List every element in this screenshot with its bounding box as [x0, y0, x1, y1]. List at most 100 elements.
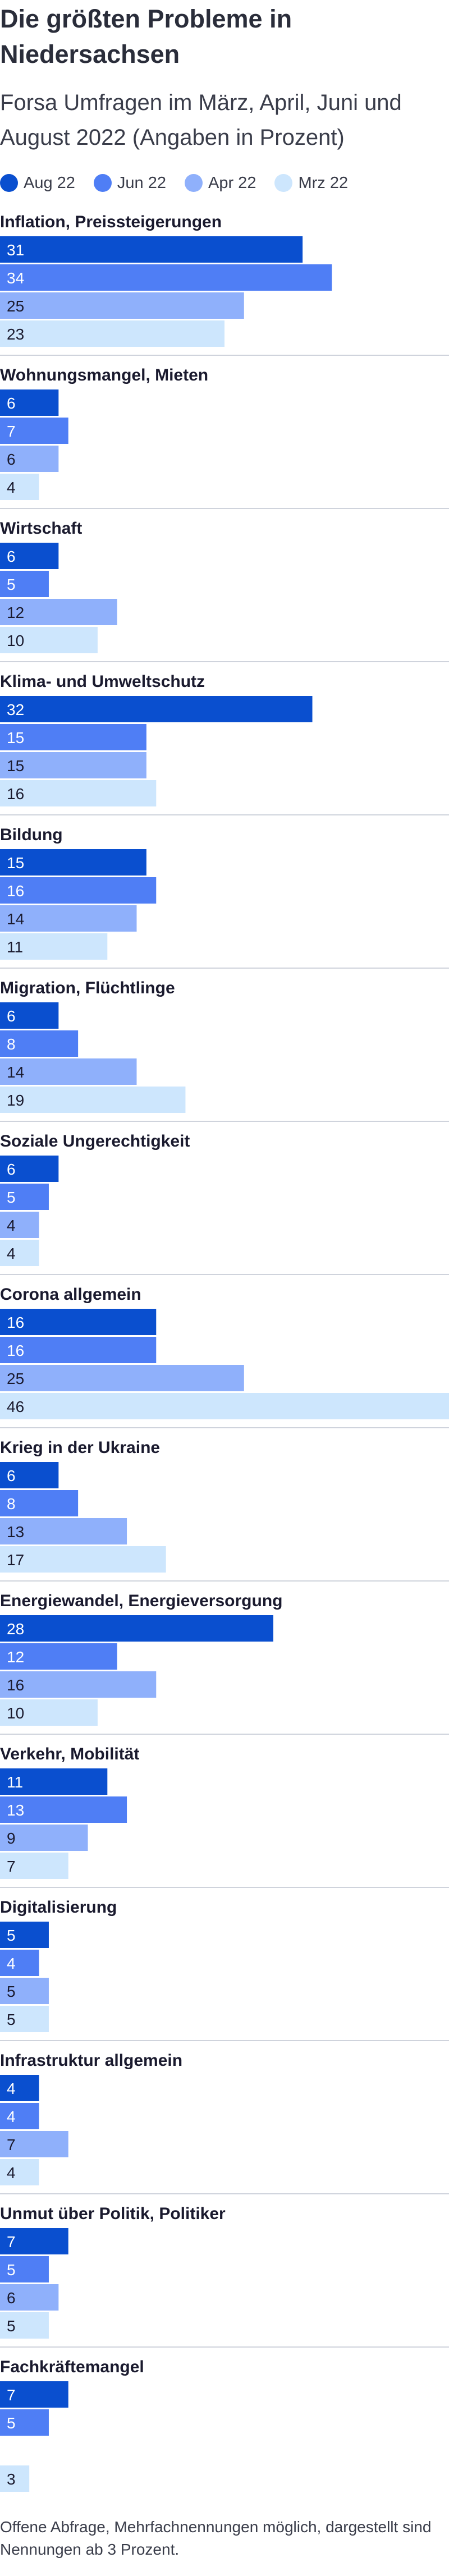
- bar: [0, 1978, 49, 2004]
- bar: [0, 1922, 49, 1948]
- bar-value-label: 13: [7, 1802, 24, 1819]
- legend: Aug 22 Jun 22 Apr 22 Mrz 22: [0, 172, 366, 194]
- category-label: Fachkräftemangel: [0, 2358, 144, 2376]
- category-label: Verkehr, Mobilität: [0, 1745, 139, 1763]
- bar-value-label: 3: [7, 2470, 16, 2488]
- bar: [0, 1546, 166, 1573]
- bar: [0, 1615, 273, 1642]
- bar: [0, 1462, 59, 1488]
- bar: [0, 627, 98, 653]
- bar-value-label: 9: [7, 1830, 16, 1847]
- bar-value-label: 12: [7, 604, 24, 621]
- bar-value-label: 5: [7, 2414, 16, 2432]
- bar: [0, 724, 146, 750]
- bar: [0, 1030, 79, 1057]
- bar: [0, 905, 137, 932]
- bar-value-label: 4: [7, 1955, 16, 1972]
- category-label: Unmut über Politik, Politiker: [0, 2204, 226, 2223]
- bar: [0, 1309, 157, 1335]
- bar: [0, 320, 224, 347]
- bar-value-label: 46: [7, 1398, 24, 1415]
- bar: [0, 1087, 186, 1113]
- bar: [0, 236, 303, 263]
- bar-value-label: 32: [7, 701, 24, 718]
- bar-value-label: 15: [7, 729, 24, 746]
- bar-value-label: 14: [7, 910, 24, 928]
- category-label: Migration, Flüchtlinge: [0, 979, 175, 997]
- bar: [0, 696, 313, 722]
- bar: [0, 1156, 59, 1182]
- bar-value-label: 10: [7, 632, 24, 649]
- bar: [0, 752, 146, 778]
- bar-value-label: 4: [7, 2080, 16, 2097]
- bar-value-label: 7: [7, 1858, 16, 1875]
- bar-value-label: 13: [7, 1523, 24, 1541]
- legend-label-aug22: Aug 22: [24, 173, 75, 192]
- bar-value-label: 11: [7, 1773, 23, 1791]
- bar: [0, 2131, 68, 2157]
- bar: [0, 599, 117, 625]
- bar: [0, 264, 332, 291]
- bar-value-label: 31: [7, 241, 24, 259]
- legend-item-mrz22: Mrz 22: [274, 174, 348, 192]
- legend-item-apr22: Apr 22: [185, 174, 256, 192]
- bar: [0, 474, 39, 500]
- bar: [0, 2006, 49, 2032]
- bar: [0, 389, 59, 416]
- legend-item-jun22: Jun 22: [93, 173, 166, 192]
- bar-value-label: 8: [7, 1035, 16, 1053]
- bar-value-label: 7: [7, 423, 16, 440]
- bar: [0, 2228, 68, 2254]
- bar: [0, 2381, 68, 2408]
- category-label: Krieg in der Ukraine: [0, 1438, 160, 1457]
- bar: [0, 1643, 117, 1670]
- bar-value-label: 7: [7, 2136, 16, 2153]
- bar-value-label: 6: [7, 451, 16, 468]
- bar-value-label: 17: [7, 1551, 24, 1569]
- bar-value-label: 23: [7, 326, 24, 343]
- bar: [0, 2284, 59, 2311]
- bar-value-label: 4: [7, 479, 16, 496]
- category-label: Wirtschaft: [0, 519, 82, 538]
- bar-value-label: 15: [7, 854, 24, 872]
- chart-subtitle: Forsa Umfragen im März, April, Juni und …: [0, 90, 402, 150]
- bar: [0, 543, 59, 569]
- legend-label-apr22: Apr 22: [208, 173, 256, 192]
- bar-value-label: 4: [7, 2108, 16, 2125]
- bar: [0, 1699, 98, 1726]
- bar: [0, 2103, 39, 2129]
- bar-value-label: 7: [7, 2233, 16, 2250]
- bar: [0, 1365, 244, 1391]
- bar: [0, 2409, 49, 2436]
- bar-value-label: 5: [7, 2011, 16, 2028]
- bar: [0, 1518, 127, 1544]
- chart-title: Die größten Probleme in Niedersachsen: [0, 4, 292, 68]
- bar-value-label: 4: [7, 2164, 16, 2181]
- bar-value-label: 16: [7, 1676, 24, 1694]
- bar-chart: Inflation, Preissteigerungen31342523Wohn…: [0, 213, 449, 2492]
- bar: [0, 780, 157, 806]
- legend-label-jun22: Jun 22: [117, 173, 166, 192]
- bar-value-label: 6: [7, 2289, 16, 2307]
- bar: [0, 933, 108, 960]
- bar-value-label: 11: [7, 938, 23, 956]
- bar-value-label: 10: [7, 1704, 24, 1722]
- bar-value-label: 16: [7, 1342, 24, 1359]
- bar: [0, 2312, 49, 2339]
- bar-value-label: 19: [7, 1092, 24, 1109]
- bar: [0, 571, 49, 597]
- bar: [0, 1002, 59, 1029]
- bar: [0, 2256, 49, 2282]
- bar: [0, 1184, 49, 1210]
- bar-value-label: 14: [7, 1064, 24, 1081]
- bar: [0, 849, 146, 876]
- bar: [0, 2465, 30, 2492]
- category-label: Corona allgemein: [0, 1285, 141, 1304]
- bar-value-label: 7: [7, 2386, 16, 2404]
- bar: [0, 2159, 39, 2185]
- bar: [0, 418, 68, 444]
- legend-label-mrz22: Mrz 22: [298, 173, 349, 192]
- bar-value-label: 5: [7, 2261, 16, 2279]
- bar: [0, 1768, 108, 1795]
- bar-value-label: 4: [7, 1245, 16, 1262]
